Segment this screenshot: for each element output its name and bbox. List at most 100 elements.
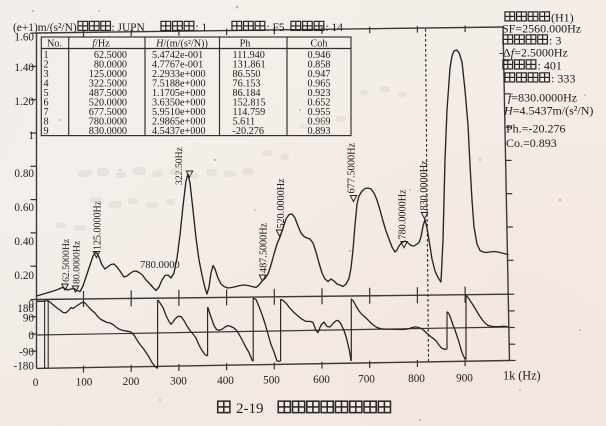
svg-text:830.0000Hz: 830.0000Hz — [419, 160, 430, 211]
svg-text:2-19: 2-19 — [236, 401, 264, 417]
svg-text:0.965: 0.965 — [308, 79, 331, 90]
svg-text:6: 6 — [44, 98, 49, 109]
svg-text:0.60: 0.60 — [14, 202, 34, 214]
svg-text:800: 800 — [408, 373, 425, 385]
svg-text:: 3: : 3 — [549, 34, 561, 48]
svg-text:131.861: 131.861 — [233, 59, 266, 70]
svg-text:0.969: 0.969 — [308, 117, 331, 128]
svg-text:76.153: 76.153 — [233, 79, 261, 90]
svg-text:0: 0 — [28, 330, 34, 342]
svg-text:H=4.5437m/(s²/N): H=4.5437m/(s²/N) — [503, 104, 593, 118]
svg-text:3: 3 — [44, 69, 49, 80]
svg-text:4: 4 — [44, 79, 49, 90]
svg-text:1k (Hz): 1k (Hz) — [503, 369, 541, 383]
svg-text:1.60: 1.60 — [14, 32, 34, 44]
svg-text:487.5000: 487.5000 — [89, 88, 127, 99]
svg-text:4.7767e-001: 4.7767e-001 — [152, 59, 203, 70]
svg-text:(H1): (H1) — [551, 11, 574, 25]
svg-text:125.0000Hz: 125.0000Hz — [93, 200, 104, 250]
svg-text:500: 500 — [263, 374, 280, 386]
svg-text:80.0000: 80.0000 — [94, 59, 127, 70]
svg-text:0.923: 0.923 — [308, 88, 331, 99]
svg-text:2.2933e+000: 2.2933e+000 — [152, 69, 206, 80]
svg-text:0.20: 0.20 — [14, 270, 34, 282]
svg-text:86.184: 86.184 — [233, 88, 261, 99]
svg-text:0.40: 0.40 — [14, 236, 34, 248]
svg-text:200: 200 — [123, 376, 140, 388]
svg-text:-180: -180 — [13, 361, 34, 373]
svg-text:780.0000Hz: 780.0000Hz — [398, 189, 409, 240]
svg-text:: 1: : 1 — [196, 22, 208, 34]
svg-text:180: 180 — [17, 303, 34, 315]
svg-text:86.550: 86.550 — [233, 69, 261, 80]
svg-text:Ph.=-20.276: Ph.=-20.276 — [506, 122, 565, 136]
svg-text:0.955: 0.955 — [308, 107, 331, 118]
svg-text:: 333: : 333 — [551, 72, 575, 86]
svg-text:7: 7 — [44, 107, 49, 118]
svg-text:-20.276: -20.276 — [233, 126, 264, 137]
svg-text:0.893: 0.893 — [308, 126, 331, 137]
svg-text:0: 0 — [28, 299, 34, 311]
svg-text:f=830.0000Hz: f=830.0000Hz — [508, 91, 577, 105]
svg-text:1: 1 — [44, 50, 49, 61]
svg-text:1: 1 — [28, 130, 34, 142]
svg-text:H/(m/(s²/N)): H/(m/(s²/N)) — [155, 38, 208, 49]
svg-text:62.5000Hz: 62.5000Hz — [61, 238, 72, 282]
svg-text:700: 700 — [358, 373, 375, 385]
svg-text:Co.=0.893: Co.=0.893 — [506, 136, 557, 150]
svg-text:780.0000: 780.0000 — [89, 117, 127, 128]
svg-text:62.5000: 62.5000 — [94, 50, 127, 61]
svg-text:300: 300 — [170, 375, 187, 387]
svg-text:677.5000: 677.5000 — [89, 107, 127, 118]
svg-text:400: 400 — [217, 375, 234, 387]
svg-text:4.5437e+000: 4.5437e+000 — [152, 126, 206, 137]
svg-text:5: 5 — [44, 88, 49, 99]
svg-text:0.652: 0.652 — [308, 98, 331, 109]
svg-text:677.5000Hz: 677.5000Hz — [347, 142, 358, 193]
svg-text:: JUPN: : JUPN — [112, 22, 145, 34]
svg-text:5.611: 5.611 — [233, 117, 256, 128]
svg-text:111.940: 111.940 — [233, 50, 265, 61]
svg-text:: 14: : 14 — [326, 22, 344, 34]
svg-text:-Δf=2.5000Hz: -Δf=2.5000Hz — [499, 46, 568, 60]
svg-text:0.858: 0.858 — [308, 59, 331, 70]
svg-text:Ph: Ph — [240, 38, 251, 49]
svg-text:520.0000Hz: 520.0000Hz — [276, 178, 287, 229]
svg-text:100: 100 — [76, 377, 93, 389]
svg-text:1.40: 1.40 — [14, 62, 34, 74]
svg-text:0: 0 — [33, 377, 39, 389]
svg-text:80.0000Hz: 80.0000Hz — [72, 240, 83, 284]
svg-text:780.0000: 780.0000 — [140, 260, 180, 271]
svg-text:Coh: Coh — [311, 38, 328, 49]
svg-text:0.80: 0.80 — [14, 168, 34, 180]
svg-text:SF=2560.000Hz: SF=2560.000Hz — [502, 22, 581, 36]
svg-text:0.946: 0.946 — [308, 50, 331, 61]
svg-text:152.815: 152.815 — [233, 98, 266, 109]
svg-text:114.759: 114.759 — [233, 107, 266, 118]
svg-text:f/Hz: f/Hz — [92, 38, 110, 49]
svg-text:5.9510e+000: 5.9510e+000 — [152, 107, 206, 118]
svg-text:2.9865e+000: 2.9865e+000 — [152, 117, 206, 128]
svg-text:9: 9 — [44, 126, 49, 137]
svg-text:(e+1)m/(s²/N): (e+1)m/(s²/N) — [13, 22, 77, 34]
svg-text:322.50Hz: 322.50Hz — [174, 146, 185, 185]
svg-text:: 401: : 401 — [538, 59, 562, 73]
svg-text:3.6350e+000: 3.6350e+000 — [152, 98, 206, 109]
svg-text:900: 900 — [456, 372, 473, 384]
svg-text:5.4742e-001: 5.4742e-001 — [152, 50, 203, 61]
svg-text:2: 2 — [44, 59, 49, 70]
svg-text:7.5188e+000: 7.5188e+000 — [152, 79, 206, 90]
svg-text:520.0000: 520.0000 — [89, 98, 127, 109]
svg-text:-90: -90 — [19, 347, 34, 359]
svg-text:487.5000Hz: 487.5000Hz — [259, 222, 270, 273]
svg-text:0.947: 0.947 — [308, 69, 331, 80]
svg-text:8: 8 — [44, 117, 49, 128]
svg-text:600: 600 — [313, 374, 330, 386]
svg-text:830.0000: 830.0000 — [89, 126, 127, 137]
svg-text:90: 90 — [23, 313, 35, 325]
svg-text:: F5: : F5 — [267, 22, 285, 34]
svg-text:125.0000: 125.0000 — [89, 69, 127, 80]
svg-text:1.20: 1.20 — [14, 96, 34, 108]
svg-text:322.5000: 322.5000 — [89, 79, 127, 90]
svg-text:1.1705e+000: 1.1705e+000 — [152, 88, 206, 99]
